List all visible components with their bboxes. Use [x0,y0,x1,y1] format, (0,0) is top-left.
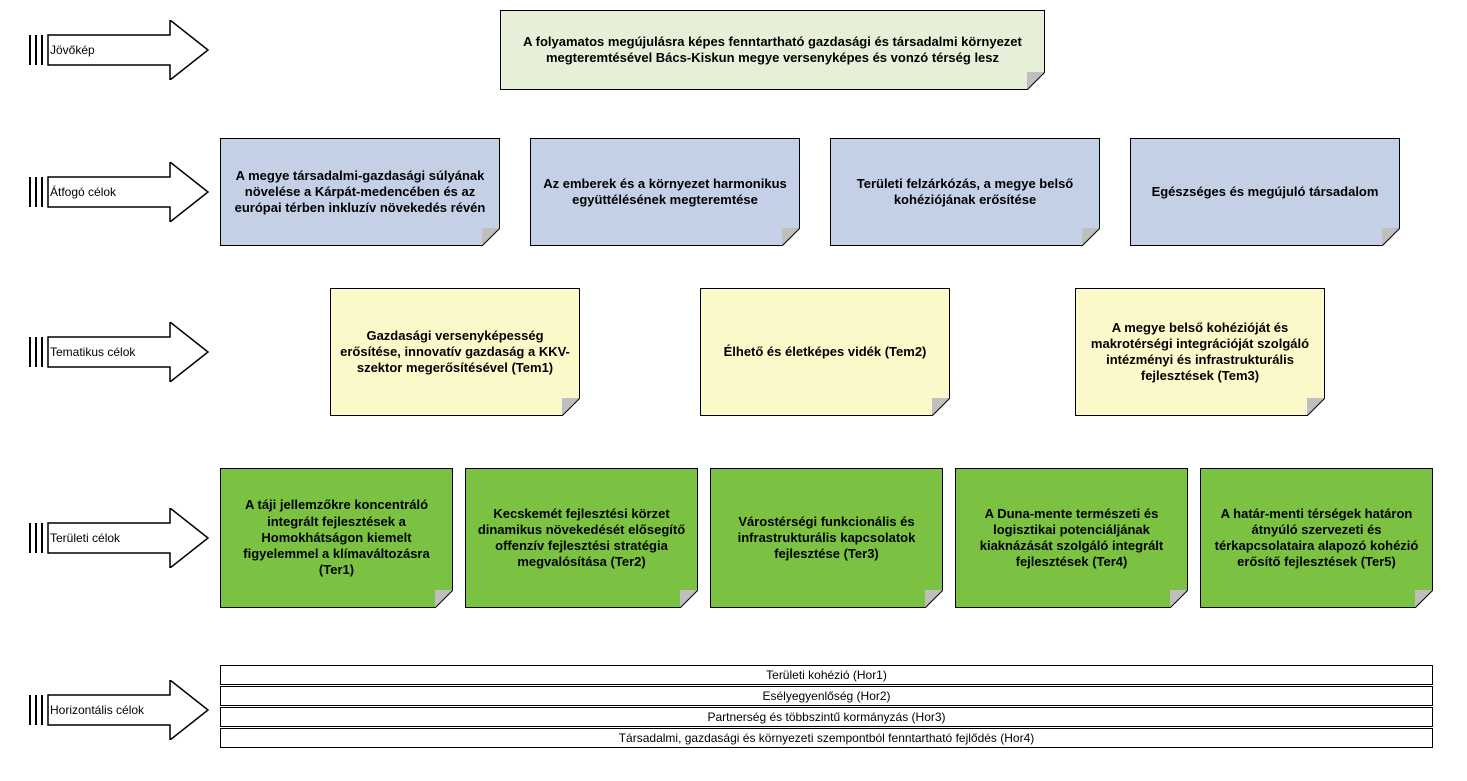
note-text: A határ-menti térségek határon átnyúló s… [1209,506,1424,571]
note-corner-icon [680,590,698,608]
vision-note-0: A folyamatos megújulásra képes fenntarth… [500,10,1045,90]
note-text: Élhető és életképes vidék (Tem2) [724,344,927,360]
row-label-text: Átfogó célok [50,162,180,222]
territorial-note-0: A táji jellemzőkre koncentráló integrált… [220,468,453,608]
bar-text: Társadalmi, gazdasági és környezeti szem… [619,731,1035,745]
territorial-note-1: Kecskemét fejlesztési körzet dinamikus n… [465,468,698,608]
row-label-text: Jövőkép [50,20,180,80]
bar-text: Esélyegyenlőség (Hor2) [762,689,890,703]
overall-note-1: Az emberek és a környezet harmonikus egy… [530,138,800,246]
note-corner-icon [562,398,580,416]
note-text: A Duna-mente természeti és logisztikai p… [964,506,1179,571]
note-corner-icon [925,590,943,608]
territorial-note-4: A határ-menti térségek határon átnyúló s… [1200,468,1433,608]
overall-note-2: Területi felzárkózás, a megye belső kohé… [830,138,1100,246]
overall-note-3: Egészséges és megújuló társadalom [1130,138,1400,246]
row-label-horizontal: Horizontális célok [20,680,210,740]
row-label-overall: Átfogó célok [20,162,210,222]
note-text: Gazdasági versenyképesség erősítése, inn… [339,328,571,377]
overall-note-0: A megye társadalmi-gazdasági súlyának nö… [220,138,500,246]
note-corner-icon [1415,590,1433,608]
horizontal-bar-1: Esélyegyenlőség (Hor2) [220,686,1433,706]
row-label-thematic: Tematikus célok [20,322,210,382]
note-corner-icon [932,398,950,416]
territorial-note-2: Várostérségi funkcionális és infrastrukt… [710,468,943,608]
note-corner-icon [1170,590,1188,608]
note-corner-icon [782,228,800,246]
thematic-note-2: A megye belső kohézióját és makrotérségi… [1075,288,1325,416]
note-text: Egészséges és megújuló társadalom [1152,184,1379,200]
thematic-note-1: Élhető és életképes vidék (Tem2) [700,288,950,416]
horizontal-bar-2: Partnerség és többszintű kormányzás (Hor… [220,707,1433,727]
territorial-note-3: A Duna-mente természeti és logisztikai p… [955,468,1188,608]
note-corner-icon [435,590,453,608]
note-text: A táji jellemzőkre koncentráló integrált… [229,497,444,578]
note-text: A folyamatos megújulásra képes fenntarth… [509,34,1036,67]
horizontal-bar-0: Területi kohézió (Hor1) [220,665,1433,685]
note-text: A megye belső kohézióját és makrotérségi… [1084,320,1316,385]
note-text: Kecskemét fejlesztési körzet dinamikus n… [474,506,689,571]
note-corner-icon [1027,72,1045,90]
note-text: Az emberek és a környezet harmonikus egy… [539,176,791,209]
note-text: Területi felzárkózás, a megye belső kohé… [839,176,1091,209]
note-corner-icon [1082,228,1100,246]
note-corner-icon [482,228,500,246]
row-label-text: Területi célok [50,508,180,568]
row-label-territorial: Területi célok [20,508,210,568]
bar-text: Területi kohézió (Hor1) [766,668,887,682]
row-label-text: Horizontális célok [50,680,180,740]
row-label-vision: Jövőkép [20,20,210,80]
note-text: Várostérségi funkcionális és infrastrukt… [719,514,934,563]
note-text: A megye társadalmi-gazdasági súlyának nö… [229,168,491,217]
note-corner-icon [1307,398,1325,416]
horizontal-bar-3: Társadalmi, gazdasági és környezeti szem… [220,728,1433,748]
note-corner-icon [1382,228,1400,246]
row-label-text: Tematikus célok [50,322,180,382]
thematic-note-0: Gazdasági versenyképesség erősítése, inn… [330,288,580,416]
bar-text: Partnerség és többszintű kormányzás (Hor… [707,710,945,724]
